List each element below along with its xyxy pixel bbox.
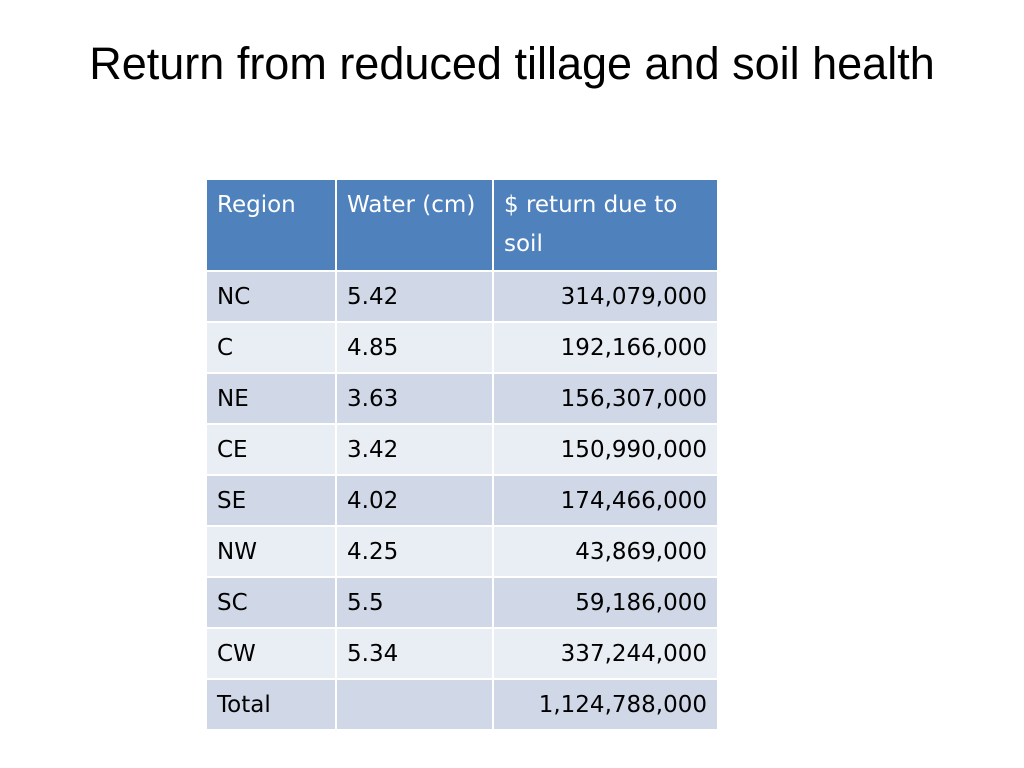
cell-region: C <box>205 321 337 374</box>
cell-region: NW <box>205 525 337 578</box>
table-row: CE 3.42 150,990,000 <box>205 423 719 476</box>
table-header-row: Region Water (cm) $ return due to soil <box>205 178 719 272</box>
cell-region: NC <box>205 270 337 323</box>
cell-region: CE <box>205 423 337 476</box>
cell-return: 192,166,000 <box>492 321 719 374</box>
cell-return: 314,079,000 <box>492 270 719 323</box>
cell-return: 337,244,000 <box>492 627 719 680</box>
cell-return: 174,466,000 <box>492 474 719 527</box>
table-row: C 4.85 192,166,000 <box>205 321 719 374</box>
cell-return: 150,990,000 <box>492 423 719 476</box>
table-row: NC 5.42 314,079,000 <box>205 270 719 323</box>
cell-return: 59,186,000 <box>492 576 719 629</box>
table-row-total: Total 1,124,788,000 <box>205 678 719 731</box>
cell-region: Total <box>205 678 337 731</box>
cell-water: 4.25 <box>335 525 494 578</box>
cell-return: 1,124,788,000 <box>492 678 719 731</box>
header-region: Region <box>205 178 337 272</box>
cell-water: 4.85 <box>335 321 494 374</box>
cell-region: SC <box>205 576 337 629</box>
header-return: $ return due to soil <box>492 178 719 272</box>
data-table: Region Water (cm) $ return due to soil N… <box>205 178 719 731</box>
slide-title: Return from reduced tillage and soil hea… <box>89 38 935 89</box>
cell-water: 3.42 <box>335 423 494 476</box>
cell-return: 43,869,000 <box>492 525 719 578</box>
cell-water <box>335 678 494 731</box>
cell-region: SE <box>205 474 337 527</box>
table-row: CW 5.34 337,244,000 <box>205 627 719 680</box>
cell-return: 156,307,000 <box>492 372 719 425</box>
cell-water: 5.42 <box>335 270 494 323</box>
cell-water: 5.34 <box>335 627 494 680</box>
table-row: SC 5.5 59,186,000 <box>205 576 719 629</box>
cell-region: NE <box>205 372 337 425</box>
cell-water: 5.5 <box>335 576 494 629</box>
cell-water: 3.63 <box>335 372 494 425</box>
header-water: Water (cm) <box>335 178 494 272</box>
cell-water: 4.02 <box>335 474 494 527</box>
table-row: NW 4.25 43,869,000 <box>205 525 719 578</box>
table-row: NE 3.63 156,307,000 <box>205 372 719 425</box>
table-row: SE 4.02 174,466,000 <box>205 474 719 527</box>
cell-region: CW <box>205 627 337 680</box>
